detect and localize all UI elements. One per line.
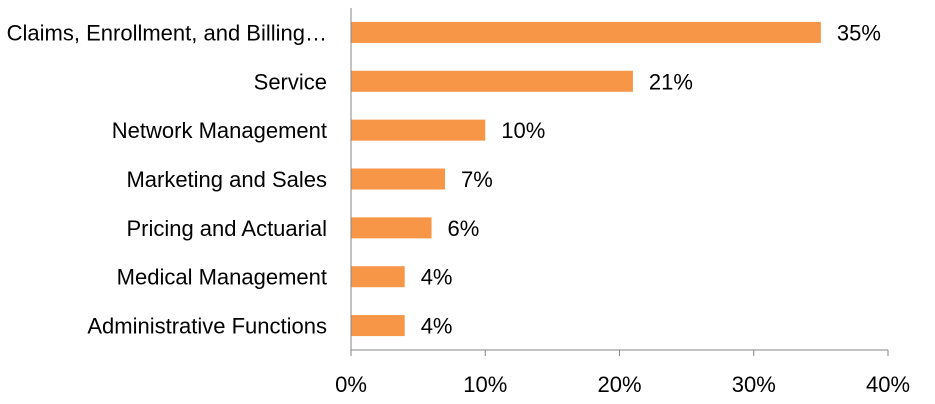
data-label: 4% (421, 314, 453, 339)
category-label: Network Management (112, 118, 327, 143)
data-label: 10% (501, 118, 545, 143)
data-label: 6% (448, 216, 480, 241)
category-label: Administrative Functions (87, 314, 327, 339)
data-label: 21% (649, 69, 693, 94)
bar (351, 70, 633, 92)
x-tick-label: 30% (732, 372, 776, 397)
x-tick-label: 10% (463, 372, 507, 397)
bar (351, 21, 821, 43)
category-label: Service (254, 69, 327, 94)
bar (351, 315, 405, 337)
category-label: Claims, Enrollment, and Billing… (7, 20, 327, 45)
bar (351, 266, 405, 288)
bar (351, 217, 432, 239)
data-label: 4% (421, 265, 453, 290)
data-label: 35% (837, 20, 881, 45)
data-label: 7% (461, 167, 493, 192)
bar (351, 168, 445, 190)
x-tick-label: 0% (335, 372, 367, 397)
category-label: Medical Management (117, 265, 327, 290)
category-label: Pricing and Actuarial (126, 216, 327, 241)
x-tick-label: 40% (866, 372, 910, 397)
x-tick-label: 20% (597, 372, 641, 397)
category-label: Marketing and Sales (126, 167, 327, 192)
bar (351, 119, 486, 141)
